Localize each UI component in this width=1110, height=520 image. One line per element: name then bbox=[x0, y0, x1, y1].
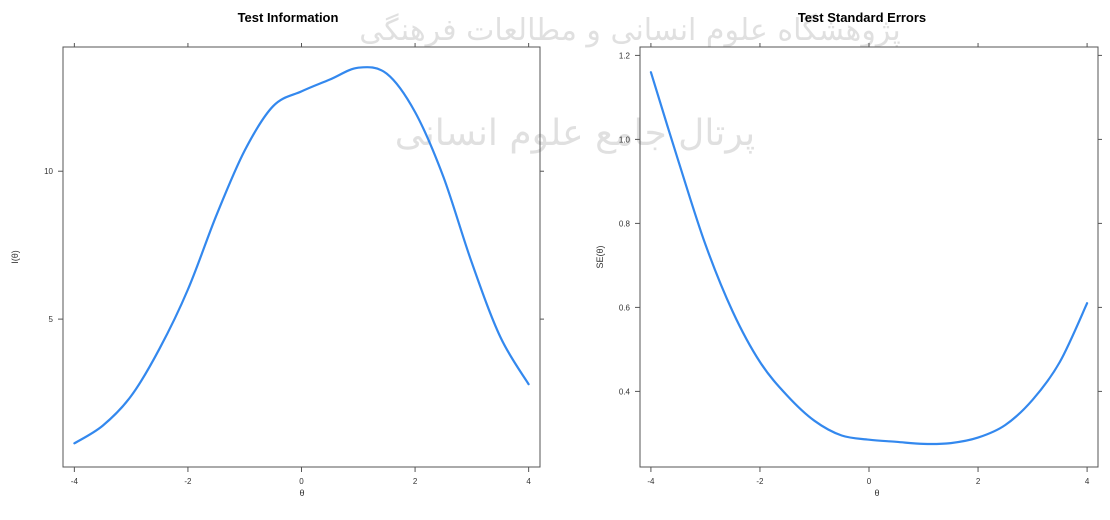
x-tick-label: -4 bbox=[647, 477, 655, 486]
plot-frame bbox=[62, 46, 541, 468]
watermark-line-1: پژوهشگاه علوم انسانی و مطالعات فرهنگی bbox=[359, 13, 901, 48]
test-information-panel: Test Information θ I(θ) -4 -2 0 2 4 5 10 bbox=[10, 10, 544, 498]
x-tick-label: 0 bbox=[299, 477, 304, 486]
x-tick-label: 2 bbox=[413, 477, 418, 486]
test-standard-errors-panel: Test Standard Errors θ SE(θ) -4 -2 0 2 4 0.4 0… bbox=[595, 10, 1102, 498]
chart-title: Test Information bbox=[238, 10, 339, 25]
watermark: پژوهشگاه علوم انسانی و مطالعات فرهنگی پر… bbox=[359, 13, 901, 154]
x-tick-label: 4 bbox=[1085, 477, 1090, 486]
x-axis-label: θ bbox=[299, 488, 304, 498]
axis-ticks: -4 -2 0 2 4 5 10 bbox=[44, 43, 544, 486]
curve-layer bbox=[73, 66, 530, 445]
x-axis-label: θ bbox=[874, 488, 879, 498]
y-axis-label: I(θ) bbox=[10, 250, 20, 264]
y-tick-label: 0.6 bbox=[619, 303, 631, 312]
x-tick-label: 4 bbox=[526, 477, 531, 486]
series-line bbox=[73, 66, 530, 445]
y-tick-label: 1.2 bbox=[619, 51, 631, 60]
x-tick-label: 2 bbox=[976, 477, 981, 486]
y-axis-label: SE(θ) bbox=[595, 245, 605, 268]
x-tick-label: -2 bbox=[184, 477, 192, 486]
y-tick-label: 0.8 bbox=[619, 219, 631, 228]
curve-layer bbox=[649, 71, 1089, 446]
x-tick-label: 0 bbox=[867, 477, 872, 486]
y-tick-label: 0.4 bbox=[619, 387, 631, 396]
watermark-line-2: پرتال جامع علوم انسانی bbox=[395, 113, 755, 154]
x-tick-label: -2 bbox=[756, 477, 764, 486]
y-tick-label: 1.0 bbox=[619, 135, 631, 144]
y-tick-label: 10 bbox=[44, 167, 53, 176]
x-tick-label: -4 bbox=[71, 477, 79, 486]
axis-ticks: -4 -2 0 2 4 0.4 0.6 0.8 1.0 1.2 bbox=[619, 43, 1102, 486]
series-line bbox=[649, 71, 1089, 446]
y-tick-label: 5 bbox=[49, 315, 54, 324]
chart-title: Test Standard Errors bbox=[798, 10, 926, 25]
